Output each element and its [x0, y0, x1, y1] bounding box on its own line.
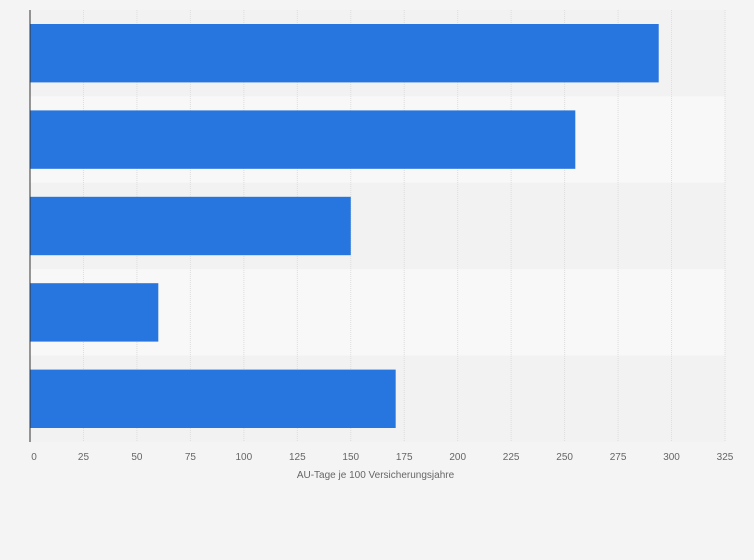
x-tick-label: 0: [31, 452, 37, 463]
x-tick-label: 200: [449, 452, 466, 463]
bar: [30, 283, 159, 342]
x-tick-label: 300: [663, 452, 680, 463]
bar: [30, 369, 396, 428]
x-tick-labels: 0 25 50 75 100 125 150 175 200 225 250 275 300 325: [31, 452, 734, 463]
bar: [30, 110, 576, 169]
x-axis-title: AU-Tage je 100 Versicherungsjahre: [297, 470, 455, 481]
x-tick-label: 175: [396, 452, 413, 463]
x-tick-label: 75: [185, 452, 197, 463]
x-tick-label: 225: [503, 452, 520, 463]
x-tick-label: 250: [556, 452, 573, 463]
x-tick-label: 325: [717, 452, 734, 463]
x-tick-label: 25: [78, 452, 90, 463]
x-tick-label: 125: [289, 452, 306, 463]
bar: [30, 196, 351, 256]
x-tick-label: 100: [236, 452, 253, 463]
x-tick-label: 150: [342, 452, 359, 463]
x-tick-label: 275: [610, 452, 627, 463]
bar: [30, 24, 659, 83]
bars: [30, 24, 659, 428]
x-tick-label: 50: [131, 452, 143, 463]
